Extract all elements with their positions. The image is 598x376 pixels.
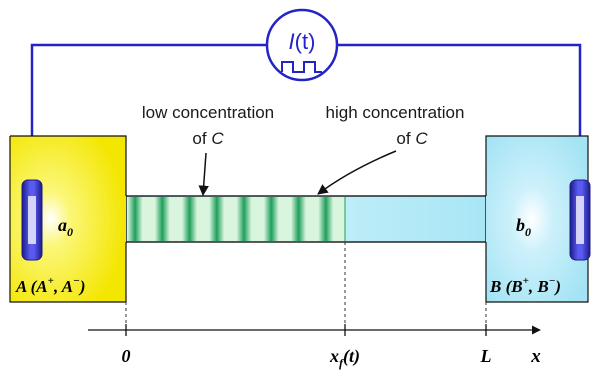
axis-ticks — [125, 324, 487, 336]
precipitate-band — [263, 197, 279, 241]
label-b0: b0 — [516, 215, 531, 239]
precipitate-band — [318, 197, 334, 241]
label-a0: a0 — [58, 215, 73, 239]
precipitate-band — [154, 197, 170, 241]
arrow-high — [317, 150, 397, 195]
annotation-high-line1: high concentration — [326, 103, 465, 122]
tick-label-end: L — [480, 346, 492, 366]
guide-lines — [125, 242, 487, 330]
precipitate-band — [182, 197, 198, 241]
electrode-b — [569, 179, 591, 261]
arrow-low — [198, 152, 209, 197]
annotation-high-line2: of C — [396, 129, 428, 148]
electrode-a — [21, 179, 43, 261]
label-species-a: A (A+, A−) — [15, 275, 86, 296]
axis-label-x: x — [530, 346, 541, 367]
tick-label-front: xf(t) — [329, 346, 360, 370]
channel-bands — [127, 197, 346, 241]
annotation-low-line1: low concentration — [142, 103, 274, 122]
current-label: I(t) — [289, 29, 316, 54]
precipitate-band — [127, 197, 143, 241]
precipitate-band — [236, 197, 252, 241]
precipitate-band — [291, 197, 307, 241]
tick-label-origin: 0 — [122, 346, 131, 366]
square-wave-icon — [281, 61, 322, 73]
current-source: I(t) — [265, 8, 339, 82]
annotation-low-line2: of C — [192, 129, 224, 148]
precipitate-band — [209, 197, 225, 241]
label-species-b: B (B+, B−) — [489, 275, 561, 296]
